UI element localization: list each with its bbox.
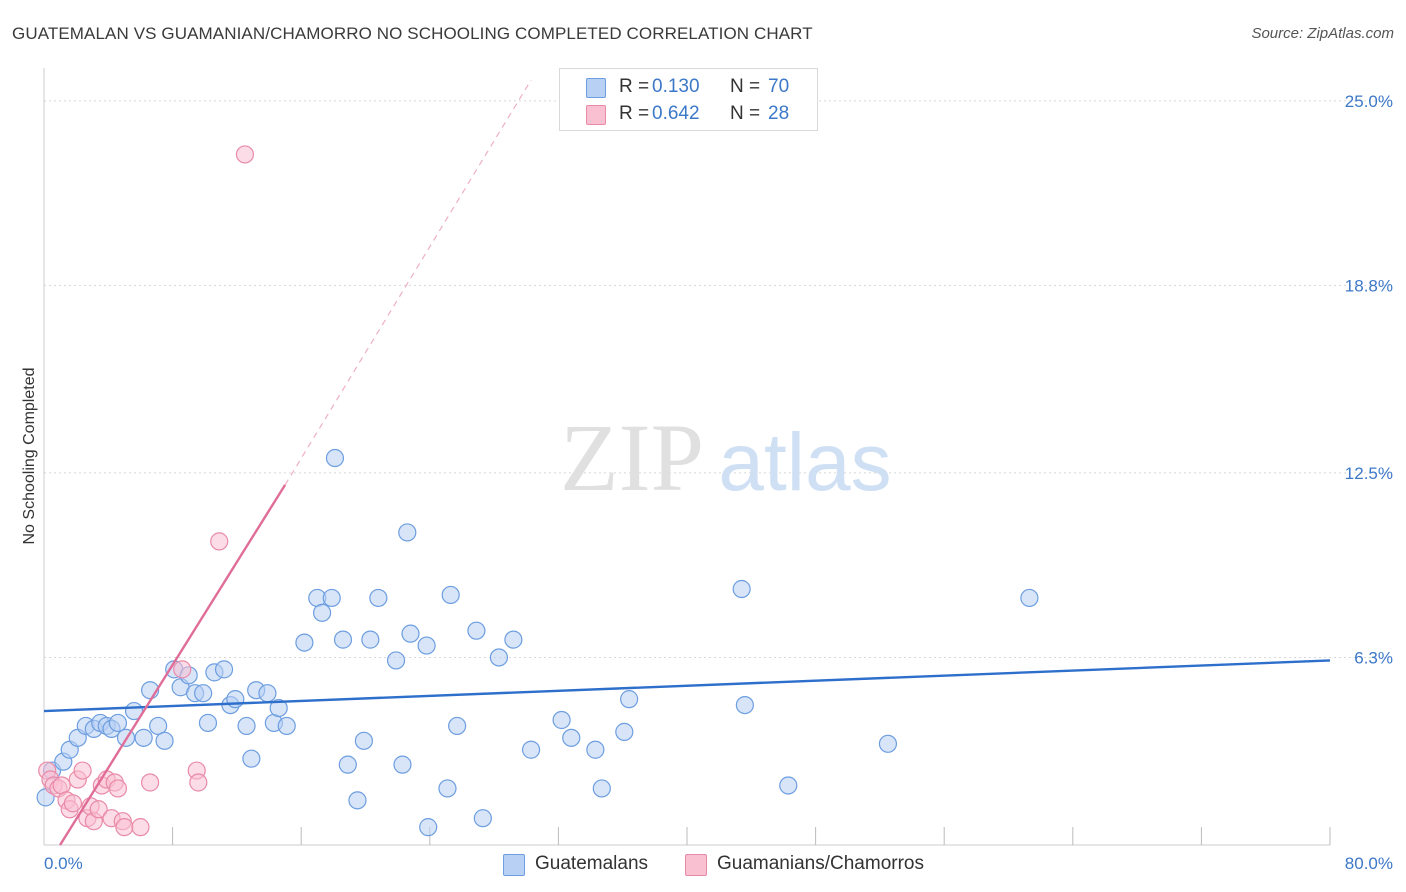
guatemalan-point xyxy=(489,648,509,667)
guatemalan-point xyxy=(1020,588,1039,608)
guamanian-point xyxy=(140,773,160,792)
y-tick-label: 18.8% xyxy=(1345,276,1393,295)
chart-title: GUATEMALAN VS GUAMANIAN/CHAMORRO NO SCHO… xyxy=(12,24,813,43)
bottom-legend-label-guatemalans: Guatemalans xyxy=(535,853,649,874)
guatemalan-point xyxy=(226,690,245,709)
guatemalan-point xyxy=(586,740,605,759)
guatemalan-point xyxy=(620,690,639,709)
guamanian-point xyxy=(108,779,128,798)
guamanian-point xyxy=(73,761,92,780)
guatemalan-point xyxy=(779,776,798,795)
x-tick-labels: 0.0% 80.0% xyxy=(44,854,1393,873)
guatemalan-point xyxy=(732,579,751,599)
guatemalan-point xyxy=(369,588,388,608)
watermark: ZIP atlas xyxy=(560,404,892,511)
guatemalan-point xyxy=(398,523,417,542)
guamanian-point xyxy=(210,532,229,551)
guatemalan-point xyxy=(295,633,314,652)
guatemalan-point xyxy=(473,809,492,828)
guatemalan-point xyxy=(338,755,357,774)
guamanian-trend-line xyxy=(59,484,287,846)
y-tick-labels: 6.3% 12.5% 18.8% 25.0% xyxy=(1345,92,1393,668)
guatemalan-point xyxy=(467,621,486,640)
guatemalan-point xyxy=(333,630,353,649)
guatemalan-point xyxy=(438,779,457,798)
guatemalan-point xyxy=(504,630,523,649)
guatemalan-point xyxy=(214,660,234,679)
bottom-legend-swatch-guatemalans xyxy=(503,854,525,876)
legend-n-label: N = xyxy=(730,76,761,97)
guatemalan-point xyxy=(562,728,581,747)
guamanian-point xyxy=(89,800,108,819)
y-tick-label: 12.5% xyxy=(1345,464,1393,483)
guatemalan-point xyxy=(401,624,420,643)
guatemalan-point xyxy=(441,585,460,605)
legend-r-value-guatemalans: 0.130 xyxy=(652,76,700,97)
legend-r-label: R = xyxy=(619,103,650,124)
guatemalan-point xyxy=(386,651,406,670)
guatemalan-point xyxy=(277,716,296,736)
guatemalan-point xyxy=(521,740,541,759)
legend-swatch-guamanians xyxy=(586,105,606,125)
x-tick-label: 80.0% xyxy=(1345,854,1393,873)
guatemalan-point xyxy=(419,818,438,837)
guatemalan-point xyxy=(354,731,373,750)
guamanian-trend-extension xyxy=(284,79,532,486)
guatemalan-point xyxy=(322,588,341,608)
guatemalan-point xyxy=(269,698,288,718)
bottom-legend-swatch-guamanians xyxy=(685,854,707,876)
guatemalan-point xyxy=(312,603,332,622)
guatemalan-point xyxy=(615,722,634,741)
guatemalan-trend-line xyxy=(43,659,1331,713)
bottom-legend-label-guamanians: Guamanians/Chamorros xyxy=(717,853,924,874)
legend-n-label: N = xyxy=(730,103,761,124)
guatemalan-point xyxy=(878,734,898,753)
legend-swatch-guatemalans xyxy=(586,78,606,98)
guatemalan-point xyxy=(108,713,128,733)
trend-lines xyxy=(43,79,1331,846)
guatemalan-point xyxy=(134,728,153,747)
guatemalan-point xyxy=(417,636,436,655)
guamanian-point xyxy=(63,794,83,813)
guatemalan-point xyxy=(348,791,367,810)
guamanian-point xyxy=(173,660,192,679)
guatemalan-point xyxy=(325,448,345,468)
guatemalan-point xyxy=(592,779,611,798)
y-axis-label: No Schooling Completed xyxy=(21,368,38,545)
legend-r-value-guamanians: 0.642 xyxy=(652,103,700,124)
guatemalan-point xyxy=(361,630,380,649)
guamanian-point xyxy=(115,818,134,837)
guatemalan-point xyxy=(258,684,277,703)
legend-r-label: R = xyxy=(619,76,650,97)
grid-lines xyxy=(44,100,1390,658)
y-tick-label: 25.0% xyxy=(1345,92,1393,111)
guatemalan-point xyxy=(448,716,467,736)
legend-n-value-guatemalans: 70 xyxy=(768,76,790,97)
x-tick-label: 0.0% xyxy=(44,854,83,873)
guatemalan-point xyxy=(735,695,754,715)
guatemalan-point xyxy=(198,713,218,733)
guatemalan-point xyxy=(155,731,174,750)
y-tick-label: 6.3% xyxy=(1354,648,1393,667)
guamanian-point xyxy=(189,773,208,792)
watermark-zip: ZIP xyxy=(560,404,704,511)
guatemalan-point xyxy=(552,710,571,730)
watermark-atlas: atlas xyxy=(718,417,891,508)
guatemalan-point xyxy=(393,755,412,774)
guatemalan-point xyxy=(242,749,261,768)
legend-n-value-guamanians: 28 xyxy=(768,103,790,124)
guamanian-point xyxy=(235,145,255,164)
legend-box: R = 0.130 N = 70 R = 0.642 N = 28 xyxy=(559,68,818,131)
data-points xyxy=(36,145,1039,837)
guatemalan-point xyxy=(237,716,256,736)
guamanian-point xyxy=(131,818,150,837)
chart-source: Source: ZipAtlas.com xyxy=(1251,25,1394,42)
axes xyxy=(43,68,1331,846)
guatemalan-point xyxy=(194,684,213,703)
